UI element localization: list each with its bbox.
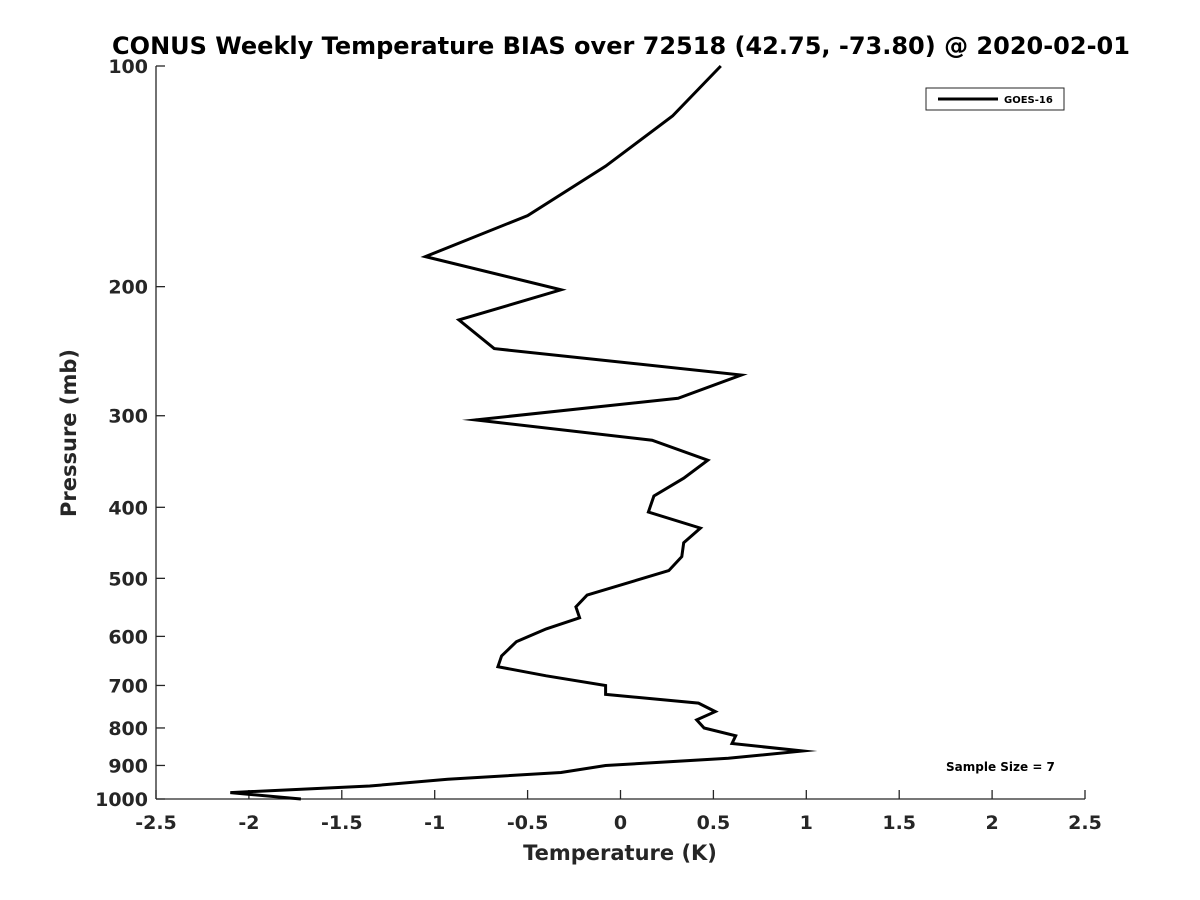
y-tick-label: 1000 [95,789,148,811]
x-tick-label: -1 [424,812,445,834]
y-tick-label: 100 [108,56,148,78]
y-tick-label: 200 [108,277,148,299]
y-tick-label: 300 [108,406,148,428]
y-tick-label: 600 [108,626,148,648]
x-tick-label: 0.5 [697,812,731,834]
y-tick-label: 500 [108,568,148,590]
y-tick-label: 900 [108,755,148,777]
y-tick-label: 800 [108,718,148,740]
x-tick-label: 1.5 [882,812,916,834]
x-tick-label: 1 [800,812,813,834]
x-tick-label: 2.5 [1068,812,1102,834]
x-tick-label: -2.5 [135,812,177,834]
x-tick-label: -2 [238,812,259,834]
axes: -2.5 -2 -1.5 -1 -0.5 0 0.5 1 1.5 2 2.5 100 200 300 400… [95,56,1102,834]
x-tick-label: -0.5 [507,812,549,834]
legend-label: GOES-16 [1004,95,1053,106]
chart-title: CONUS Weekly Temperature BIAS over 72518… [112,32,1130,60]
sample-size-annotation: Sample Size = 7 [946,760,1055,774]
legend: GOES-16 [925,87,1065,111]
x-tick-label: -1.5 [321,812,363,834]
y-axis-label: Pressure (mb) [57,349,81,517]
series-line-goes-16 [230,64,818,801]
x-tick-label: 2 [985,812,998,834]
x-tick-label: 0 [614,812,627,834]
series-layer [230,64,818,801]
y-tick-label: 700 [108,675,148,697]
y-tick-label: 400 [108,497,148,519]
x-axis-label: Temperature (K) [523,841,717,865]
annotations: Sample Size = 7 [946,760,1055,774]
